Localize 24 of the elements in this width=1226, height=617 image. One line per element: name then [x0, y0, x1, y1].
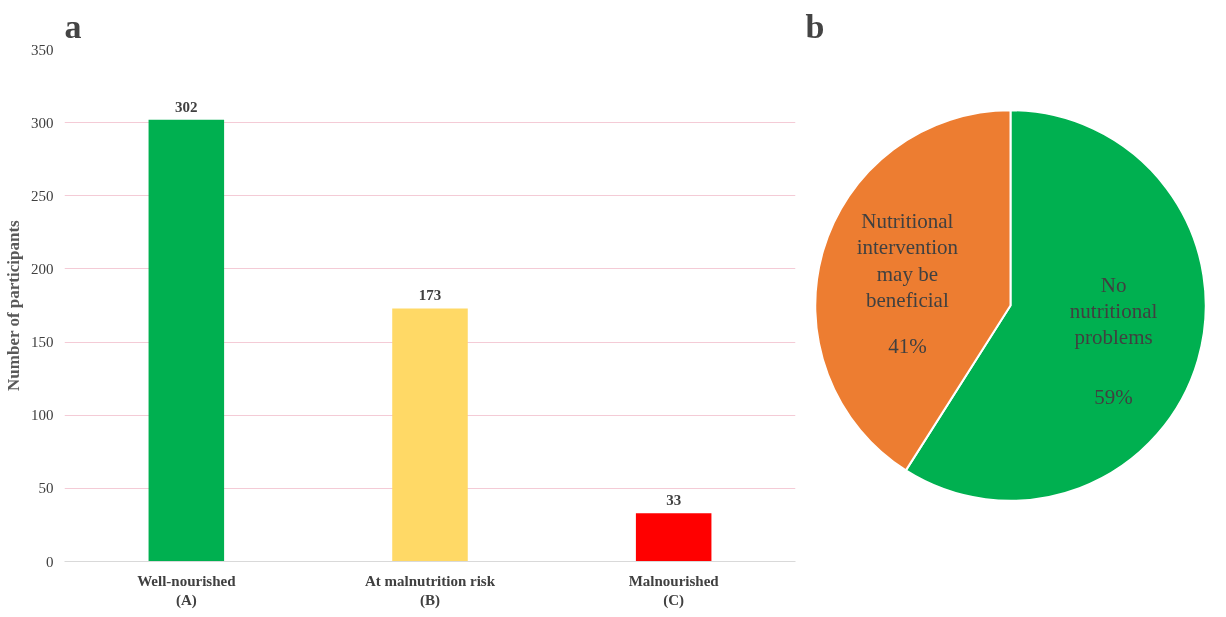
x-tick-label: Well-nourished (A)	[137, 572, 237, 609]
y-tick-label: 300	[31, 114, 54, 131]
y-tick-label: 100	[31, 407, 54, 424]
data-label: 33	[666, 492, 682, 509]
data-label: 59%	[1094, 384, 1133, 409]
slice-label: No nutritional problems	[1069, 272, 1158, 350]
y-tick-label: 0	[46, 553, 54, 570]
data-label: 302	[175, 98, 198, 115]
bar	[148, 119, 225, 562]
y-tick-label: 50	[38, 480, 54, 497]
chart-title: a	[64, 7, 82, 45]
y-axis-title: Number of participants	[4, 219, 23, 391]
bar	[392, 308, 468, 562]
chart-title: b	[805, 7, 825, 45]
y-tick-label: 350	[31, 41, 54, 58]
bar	[635, 513, 712, 562]
y-tick-label: 200	[31, 260, 54, 277]
y-tick-label: 250	[31, 187, 54, 204]
slice-label: Nutritional intervention may be beneficial	[856, 208, 959, 312]
data-label: 173	[418, 287, 442, 304]
data-label: 41%	[888, 334, 927, 359]
x-tick-label: At malnutrition risk (B)	[365, 572, 496, 609]
x-tick-label: Malnourished (C)	[628, 572, 720, 609]
y-tick-label: 150	[31, 334, 54, 351]
